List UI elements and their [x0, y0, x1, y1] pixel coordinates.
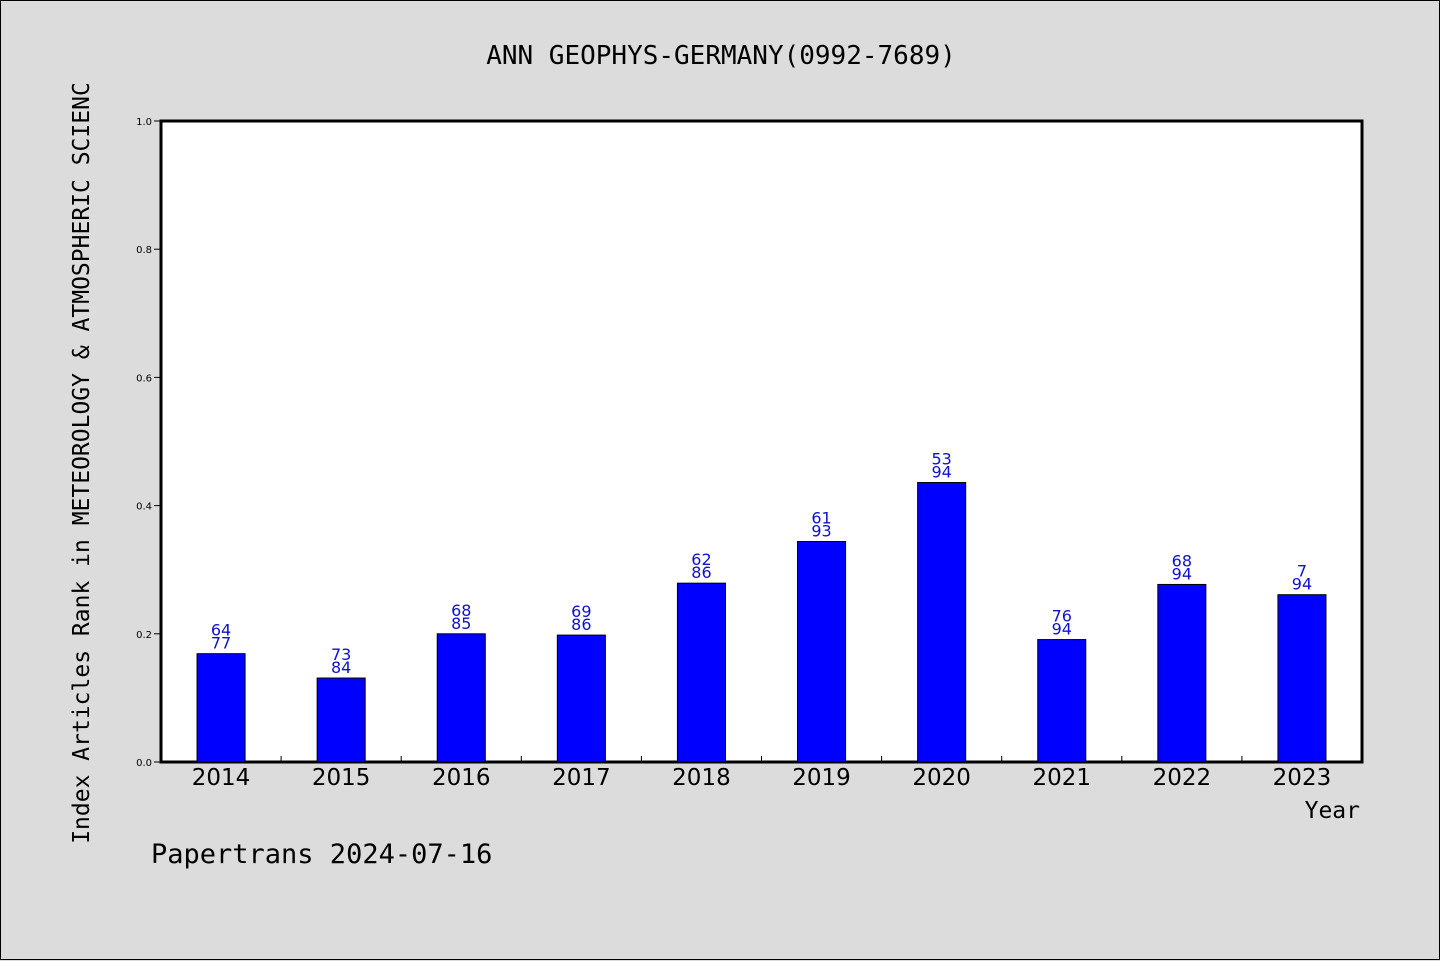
bar-label-bottom: 94 — [1172, 564, 1192, 583]
x-tick-label: 2014 — [192, 765, 251, 791]
bar-label-bottom: 94 — [931, 463, 951, 482]
bar-2023 — [1277, 594, 1327, 763]
bar-2020 — [917, 482, 967, 763]
bar-label-top: 53 — [931, 450, 951, 469]
bar-label-top: 68 — [451, 601, 471, 620]
bar-label-bottom: 77 — [211, 634, 231, 653]
x-axis-ticks: 2014 2015 2016 2017 2018 2019 2020 2021 2022 2023 — [192, 756, 1331, 791]
bar-label-top: 64 — [211, 621, 231, 640]
bar-2014 — [196, 653, 246, 763]
bar-label-top: 62 — [691, 550, 711, 569]
bar-label-bottom: 93 — [811, 521, 831, 540]
footer-credit: Papertrans 2024-07-16 — [151, 839, 492, 870]
bar-label-bottom: 94 — [1292, 575, 1312, 594]
bar-label-bottom: 94 — [1052, 620, 1072, 639]
x-tick-label: 2017 — [552, 765, 611, 791]
bar-label-top: 7 — [1297, 562, 1307, 581]
y-tick-label: 0.6 — [136, 373, 152, 384]
bar-2018 — [676, 582, 726, 763]
bar-label-bottom: 84 — [331, 658, 351, 677]
x-tick-label: 2022 — [1153, 765, 1212, 791]
x-tick-label: 2021 — [1032, 765, 1091, 791]
bar-label-top: 68 — [1172, 551, 1192, 570]
x-tick-label: 2020 — [912, 765, 971, 791]
y-tick-label: 0.2 — [136, 630, 152, 641]
bar-2022 — [1157, 583, 1207, 763]
bar-label-bottom: 85 — [451, 614, 471, 633]
bar-2017 — [556, 634, 606, 763]
bar-2019 — [797, 540, 847, 763]
y-tick-label: 0.4 — [136, 502, 152, 513]
bar-label-top: 69 — [571, 602, 591, 621]
x-axis-label: Year — [1305, 798, 1360, 824]
x-tick-label: 2015 — [312, 765, 371, 791]
x-tick-label: 2018 — [672, 765, 731, 791]
chart-title: ANN GEOPHYS-GERMANY(0992-7689) — [486, 41, 956, 71]
x-tick-label: 2016 — [432, 765, 491, 791]
bar-label-top: 61 — [811, 508, 831, 527]
y-axis-ticks: 0.0 0.2 0.4 0.6 0.8 1.0 — [136, 117, 161, 769]
bar-label-bottom: 86 — [571, 615, 591, 634]
x-tick-label: 2019 — [792, 765, 851, 791]
y-axis-label: Index Articles Rank in METEOROLOGY & ATM… — [69, 82, 95, 844]
y-tick-label: 0.8 — [136, 245, 152, 256]
bars — [196, 482, 1327, 763]
y-tick-label: 1.0 — [136, 117, 152, 128]
bar-label-top: 73 — [331, 645, 351, 664]
bar-2016 — [436, 633, 486, 763]
bar-label-top: 76 — [1052, 607, 1072, 626]
y-tick-label: 0.0 — [136, 758, 152, 769]
bar-2021 — [1037, 639, 1087, 763]
bar-2015 — [316, 677, 366, 763]
bar-label-bottom: 86 — [691, 563, 711, 582]
x-tick-label: 2023 — [1273, 765, 1332, 791]
